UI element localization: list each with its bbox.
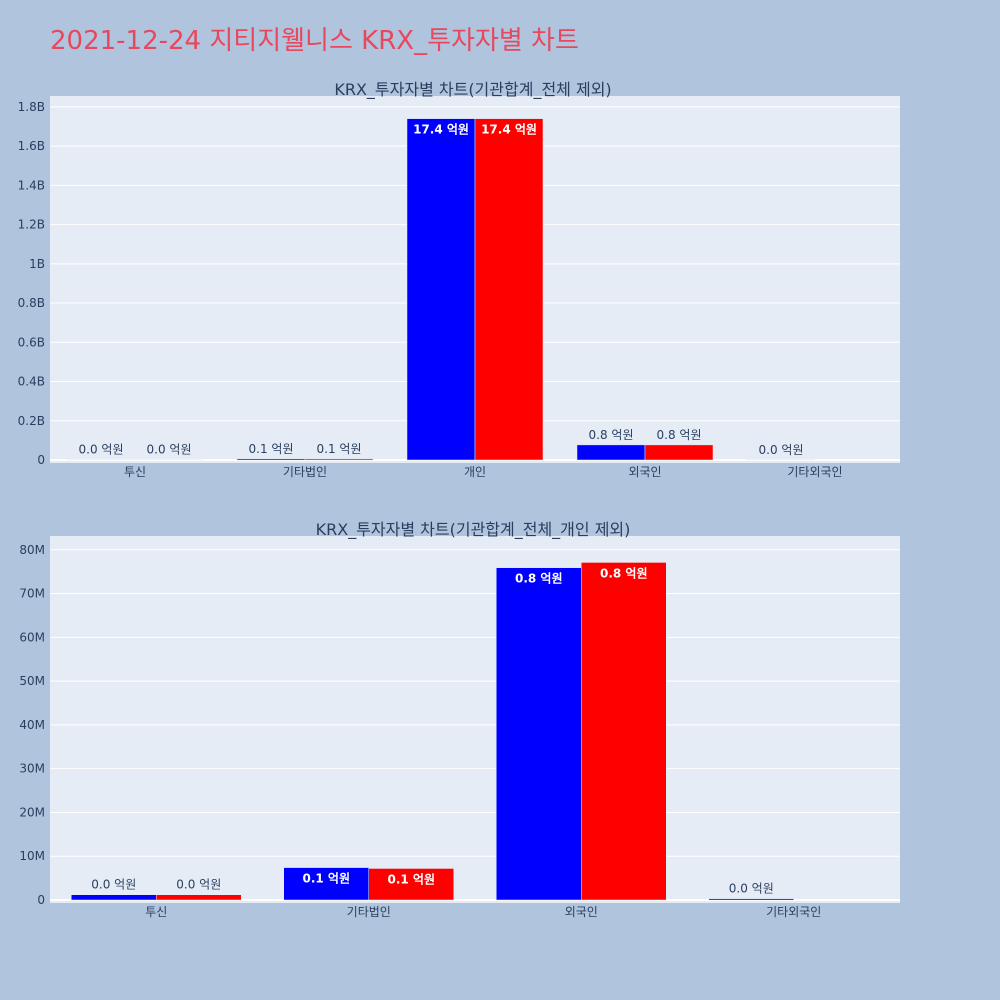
- y-tick-label: 1B: [29, 257, 45, 271]
- bar: [581, 562, 667, 901]
- y-tick-label: 1.8B: [18, 100, 45, 114]
- x-tick-label: 개인: [464, 465, 486, 479]
- x-tick-label: 기타법인: [347, 905, 391, 919]
- x-tick-label: 외국인: [628, 465, 661, 479]
- bar: [156, 894, 242, 901]
- bar: [644, 444, 714, 461]
- y-tick-label: 60M: [19, 630, 45, 644]
- bar: [368, 868, 454, 901]
- x-tick-label: 투신: [145, 905, 167, 919]
- page-title: 2021-12-24 지티지웰니스 KRX_투자자별 차트: [50, 26, 579, 56]
- bar: [708, 898, 794, 901]
- bar: [576, 444, 646, 461]
- y-tick-label: 30M: [19, 762, 45, 776]
- chart-title: KRX_투자자별 차트(기관합계_전체_개인 제외): [316, 520, 631, 540]
- y-tick-label: 1.2B: [18, 218, 45, 232]
- y-tick-label: 1.4B: [18, 178, 45, 192]
- data-label: 0.0 억원: [147, 443, 192, 457]
- data-label: 0.0 억원: [91, 878, 136, 892]
- data-label: 0.1 억원: [317, 442, 362, 456]
- data-label: 0.1 억원: [302, 872, 350, 886]
- bar: [236, 458, 306, 461]
- y-tick-label: 0.4B: [18, 375, 45, 389]
- data-label: 0.0 억원: [729, 882, 774, 896]
- y-tick-label: 0.6B: [18, 335, 45, 349]
- data-label: 0.1 억원: [387, 872, 435, 886]
- data-label: 0.1 억원: [249, 442, 294, 456]
- y-tick-label: 10M: [19, 849, 45, 863]
- y-tick-label: 0.8B: [18, 296, 45, 310]
- data-label: 0.8 억원: [600, 566, 648, 580]
- bar: [496, 567, 582, 901]
- x-tick-label: 투신: [124, 465, 146, 479]
- bar: [406, 118, 476, 461]
- data-label: 0.0 억원: [759, 443, 804, 457]
- data-label: 0.8 억원: [589, 428, 634, 442]
- x-tick-label: 기타외국인: [787, 465, 842, 479]
- y-tick-label: 70M: [19, 587, 45, 601]
- y-tick-label: 1.6B: [18, 139, 45, 153]
- data-label: 0.0 억원: [176, 878, 221, 892]
- data-label: 0.8 억원: [657, 428, 702, 442]
- bar: [283, 867, 369, 901]
- x-tick-label: 기타법인: [283, 465, 327, 479]
- y-tick-label: 50M: [19, 674, 45, 688]
- y-tick-label: 40M: [19, 718, 45, 732]
- x-tick-label: 기타외국인: [766, 905, 821, 919]
- bar: [474, 118, 544, 461]
- bar: [304, 458, 374, 461]
- y-tick-label: 20M: [19, 805, 45, 819]
- data-label: 0.8 억원: [515, 572, 563, 586]
- y-tick-label: 0: [37, 453, 45, 467]
- data-label: 17.4 억원: [481, 123, 537, 137]
- data-label: 0.0 억원: [79, 443, 124, 457]
- data-label: 17.4 억원: [413, 123, 469, 137]
- x-tick-label: 외국인: [565, 905, 598, 919]
- y-tick-label: 80M: [19, 543, 45, 557]
- y-tick-label: 0: [37, 893, 45, 907]
- y-tick-label: 0.2B: [18, 414, 45, 428]
- plot-area: [50, 536, 900, 903]
- bar: [71, 894, 157, 901]
- chart-title: KRX_투자자별 차트(기관합계_전체 제외): [334, 80, 611, 100]
